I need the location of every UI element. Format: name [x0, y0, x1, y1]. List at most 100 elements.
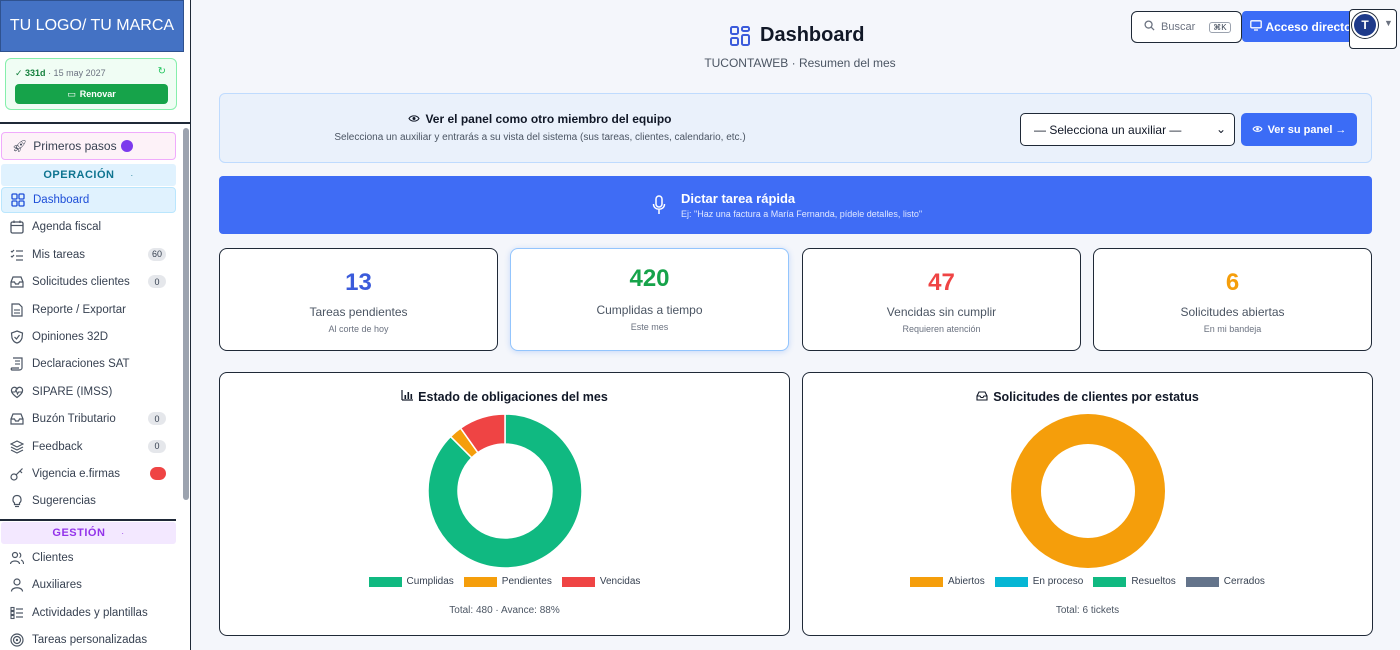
sidebar-item-actividades-y-plantillas[interactable]: Actividades y plantillas [1, 600, 176, 626]
sidebar-item-label: Actividades y plantillas [32, 606, 148, 619]
auxiliar-select[interactable]: — Selecciona un auxiliar — ⌄ [1020, 113, 1235, 146]
legend-item-vencidas[interactable]: Vencidas [561, 576, 641, 587]
legend-item-en-proceso[interactable]: En proceso [994, 576, 1084, 587]
renew-button[interactable]: ▭ Renovar [15, 84, 168, 104]
user-menu[interactable]: T ▼ [1349, 9, 1397, 49]
stat-label: Solicitudes abiertas [1180, 305, 1285, 319]
donut-slice-cumplidas[interactable] [427, 413, 583, 569]
stat-value: 6 [1225, 269, 1240, 296]
refresh-icon[interactable]: ↻ [157, 66, 166, 77]
stat-card-pending[interactable]: 13 Tareas pendientes Al corte de hoy [219, 248, 498, 351]
requests-donut[interactable] [803, 373, 1374, 637]
users-icon [9, 550, 25, 566]
sidebar-item-label: Reporte / Exportar [32, 303, 126, 316]
legend-swatch [994, 576, 1028, 587]
license-status: ✓ 331d · 15 may 2027 [15, 68, 106, 79]
stat-value: 47 [928, 269, 955, 296]
stat-value: 13 [345, 269, 372, 296]
search-input[interactable]: Buscar ⌘K [1131, 11, 1242, 43]
obligations-chart-card: Estado de obligaciones del mes Cumplidas… [219, 372, 790, 636]
first-steps-button[interactable]: 🚀︎ Primeros pasos [1, 132, 176, 160]
legend-item-resueltos[interactable]: Resueltos [1093, 576, 1176, 587]
count-badge [150, 467, 166, 480]
chevron-down-icon: ▼ [1384, 18, 1393, 28]
sidebar-item-label: Clientes [32, 552, 74, 564]
chevron-down-icon: ⌄ [1215, 122, 1226, 136]
sidebar-item-mis-tareas[interactable]: Mis tareas 60 [1, 242, 176, 268]
document-icon [9, 302, 25, 318]
sidebar-item-agenda-fiscal[interactable]: Agenda fiscal [1, 214, 176, 240]
legend-label: En proceso [1032, 576, 1084, 587]
sidebar-item-sipare-imss[interactable]: SIPARE (IMSS) [1, 379, 176, 405]
direct-access-button[interactable]: Acceso directo [1242, 11, 1360, 42]
brand-logo[interactable]: TU LOGO/ TU MARCA [0, 0, 184, 52]
license-card: ✓ 331d · 15 may 2027 ↻ ▭ Renovar [5, 58, 177, 110]
target-icon [9, 632, 25, 648]
legend-item-abiertos[interactable]: Abiertos [910, 576, 985, 587]
dictate-example: Ej: "Haz una factura a María Fernanda, p… [681, 209, 923, 219]
legend-label: Pendientes [501, 576, 552, 587]
section-gestion[interactable]: GESTIÓN · [1, 522, 176, 544]
avatar[interactable]: T [1352, 12, 1378, 38]
chart-title-text: Solicitudes de clientes por estatus [993, 390, 1199, 404]
sidebar-item-opiniones-32d[interactable]: Opiniones 32D [1, 324, 176, 350]
legend-label: Vencidas [599, 576, 641, 587]
scroll-icon [9, 356, 25, 372]
heartbeat-icon [9, 384, 25, 400]
auxiliar-select-value: — Selecciona un auxiliar — [1034, 122, 1182, 137]
stat-card-open-requests[interactable]: 6 Solicitudes abiertas En mi bandeja [1093, 248, 1372, 351]
member-panel-title: Ver el panel como otro miembro del equip… [220, 112, 860, 126]
chart-footer: Total: 6 tickets [1055, 605, 1120, 616]
stat-label: Tareas pendientes [309, 305, 408, 319]
legend-item-cumplidas[interactable]: Cumplidas [368, 576, 454, 587]
sidebar-item-clientes[interactable]: Clientes [1, 545, 176, 571]
stat-label: Cumplidas a tiempo [596, 303, 703, 317]
stat-label: Vencidas sin cumplir [886, 305, 997, 319]
sidebar-item-tareas-personalizadas[interactable]: Tareas personalizadas [1, 627, 176, 650]
sidebar-item-reporte-exportar[interactable]: Reporte / Exportar [1, 297, 176, 323]
legend-swatch [368, 576, 402, 587]
view-panel-label: Ver su panel → [1267, 123, 1347, 136]
legend-item-cerrados[interactable]: Cerrados [1185, 576, 1265, 587]
inbox-icon [9, 274, 25, 290]
member-panel-subtitle: Selecciona un auxiliar y entrarás a su v… [334, 132, 746, 143]
stat-card-on-time[interactable]: 420 Cumplidas a tiempo Este mes [510, 248, 789, 351]
sidebar-item-feedback[interactable]: Feedback 0 [1, 434, 176, 460]
count-badge: 0 [148, 412, 166, 426]
count-badge: 0 [148, 439, 166, 453]
sidebar-divider [0, 122, 190, 124]
section-gestion-label: GESTIÓN [52, 527, 106, 539]
donut-slice-abiertos[interactable] [1011, 414, 1165, 568]
legend-swatch [463, 576, 497, 587]
section-operacion[interactable]: OPERACIÓN · [1, 164, 176, 186]
legend-item-pendientes[interactable]: Pendientes [463, 576, 552, 587]
checklist-icon [9, 247, 25, 263]
dictate-task-button[interactable]: Dictar tarea rápida Ej: "Haz una factura… [219, 176, 1372, 234]
sidebar-item-auxiliares[interactable]: Auxiliares [1, 572, 176, 598]
rocket-icon: 🚀︎ [12, 139, 28, 153]
donut-slice-vencidas[interactable] [459, 413, 506, 454]
chart-title-text: Estado de obligaciones del mes [418, 390, 608, 404]
chart-footer: Total: 480 · Avance: 88% [449, 605, 560, 616]
legend-swatch [1185, 576, 1219, 587]
stat-card-overdue[interactable]: 47 Vencidas sin cumplir Requieren atenci… [802, 248, 1081, 351]
sidebar-item-declaraciones-sat[interactable]: Declaraciones SAT [1, 351, 176, 377]
legend-swatch [910, 576, 944, 587]
page-subtitle-text: TUCONTAWEB · Resumen del mes [704, 56, 896, 70]
page-title-text: Dashboard [760, 24, 865, 46]
page-title: Dashboard [730, 24, 864, 47]
bar-chart-icon [401, 390, 414, 404]
count-badge: 0 [148, 275, 166, 289]
section-operacion-label: OPERACIÓN [43, 169, 115, 181]
sidebar-scrollbar[interactable] [183, 128, 189, 500]
sidebar-item-vigencia-e-firmas[interactable]: Vigencia e.firmas [1, 461, 176, 487]
view-panel-button[interactable]: Ver su panel → [1241, 113, 1357, 146]
sidebar: TU LOGO/ TU MARCA ✓ 331d · 15 may 2027 ↻… [0, 0, 191, 650]
sidebar-item-buzon-tributario[interactable]: Buzón Tributario 0 [1, 406, 176, 432]
sidebar-item-solicitudes-clientes[interactable]: Solicitudes clientes 0 [1, 269, 176, 295]
list-icon [9, 605, 25, 621]
sidebar-item-label: Sugerencias [32, 495, 96, 508]
sidebar-item-sugerencias[interactable]: Sugerencias [1, 488, 176, 514]
obligations-donut[interactable] [220, 373, 791, 637]
sidebar-item-dashboard[interactable]: Dashboard [1, 187, 176, 213]
